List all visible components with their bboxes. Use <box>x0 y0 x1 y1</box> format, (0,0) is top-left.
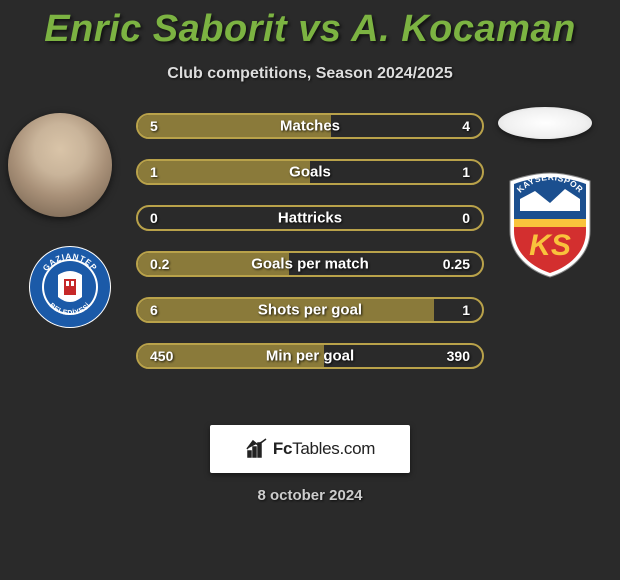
brand-suffix: Tables.com <box>292 439 375 458</box>
stat-label: Goals per match <box>251 256 369 273</box>
stat-value-right: 390 <box>447 348 470 364</box>
stat-value-right: 0.25 <box>443 256 470 272</box>
stat-bars: 5 Matches 4 1 Goals 1 0 Hattricks 0 0.2 Goals per … <box>136 113 484 389</box>
stat-value-left: 5 <box>150 118 158 134</box>
gaziantep-logo-icon: GAZIANTEP BELEDİYESİ <box>28 245 112 329</box>
svg-text:KS: KS <box>529 229 571 262</box>
stat-value-left: 6 <box>150 302 158 318</box>
stat-label: Shots per goal <box>258 302 362 319</box>
chart-icon <box>245 437 269 461</box>
stat-row: 0 Hattricks 0 <box>136 205 484 231</box>
date-text: 8 october 2024 <box>0 487 620 504</box>
brand-text: FcTables.com <box>273 439 375 459</box>
stat-label: Min per goal <box>266 348 354 365</box>
stat-value-left: 0.2 <box>150 256 169 272</box>
stat-value-right: 4 <box>462 118 470 134</box>
stat-value-left: 0 <box>150 210 158 226</box>
stat-value-right: 1 <box>462 302 470 318</box>
page-title: Enric Saborit vs A. Kocaman <box>0 0 620 51</box>
stat-row: 5 Matches 4 <box>136 113 484 139</box>
stat-row: 1 Goals 1 <box>136 159 484 185</box>
kayserispor-logo-icon: KS KAYSERISPOR <box>500 169 600 279</box>
brand-prefix: Fc <box>273 439 292 458</box>
comparison-body: GAZIANTEP BELEDİYESİ KS KAYSERISPOR <box>0 113 620 413</box>
player-right-avatar <box>498 107 592 139</box>
subtitle: Club competitions, Season 2024/2025 <box>0 65 620 83</box>
club-left-badge: GAZIANTEP BELEDİYESİ <box>28 245 112 334</box>
stat-row: 450 Min per goal 390 <box>136 343 484 369</box>
club-right-badge: KS KAYSERISPOR <box>500 169 600 284</box>
stat-value-left: 450 <box>150 348 173 364</box>
brand-badge[interactable]: FcTables.com <box>210 425 410 473</box>
stat-value-right: 1 <box>462 164 470 180</box>
stat-row: 0.2 Goals per match 0.25 <box>136 251 484 277</box>
stat-label: Hattricks <box>278 210 342 227</box>
stat-label: Matches <box>280 118 340 135</box>
stat-value-left: 1 <box>150 164 158 180</box>
stat-row: 6 Shots per goal 1 <box>136 297 484 323</box>
stat-fill <box>138 161 310 183</box>
player-left-avatar <box>8 113 112 217</box>
stat-label: Goals <box>289 164 331 181</box>
stat-value-right: 0 <box>462 210 470 226</box>
comparison-card: Enric Saborit vs A. Kocaman Club competi… <box>0 0 620 580</box>
